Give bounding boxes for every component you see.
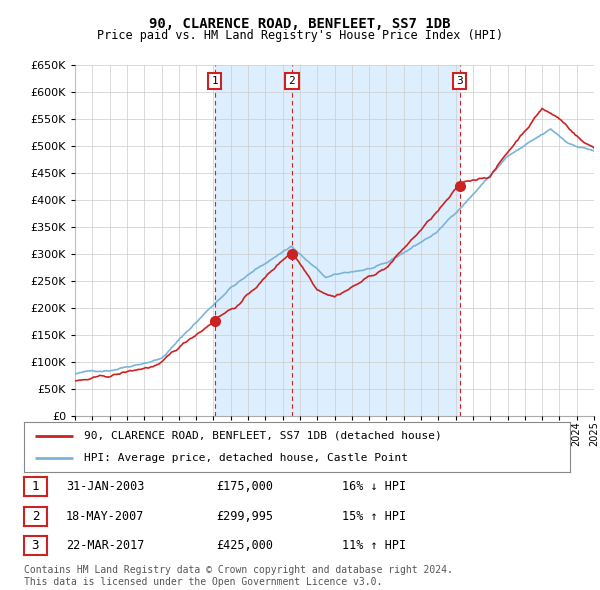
Text: 1: 1 [211, 76, 218, 86]
Text: 18-MAY-2007: 18-MAY-2007 [66, 510, 145, 523]
Text: HPI: Average price, detached house, Castle Point: HPI: Average price, detached house, Cast… [84, 453, 408, 463]
Text: Contains HM Land Registry data © Crown copyright and database right 2024.
This d: Contains HM Land Registry data © Crown c… [24, 565, 453, 587]
Text: £175,000: £175,000 [216, 480, 273, 493]
Text: 2: 2 [289, 76, 295, 86]
Bar [215, 65, 460, 416]
Text: 90, CLARENCE ROAD, BENFLEET, SS7 1DB (detached house): 90, CLARENCE ROAD, BENFLEET, SS7 1DB (de… [84, 431, 442, 441]
Text: 2: 2 [32, 510, 39, 523]
Text: 11% ↑ HPI: 11% ↑ HPI [342, 539, 406, 552]
Text: £299,995: £299,995 [216, 510, 273, 523]
Text: 3: 3 [32, 539, 39, 552]
Text: 16% ↓ HPI: 16% ↓ HPI [342, 480, 406, 493]
Text: 3: 3 [456, 76, 463, 86]
Text: 22-MAR-2017: 22-MAR-2017 [66, 539, 145, 552]
Text: 31-JAN-2003: 31-JAN-2003 [66, 480, 145, 493]
Text: 15% ↑ HPI: 15% ↑ HPI [342, 510, 406, 523]
Text: 1: 1 [32, 480, 39, 493]
Text: £425,000: £425,000 [216, 539, 273, 552]
Text: Price paid vs. HM Land Registry's House Price Index (HPI): Price paid vs. HM Land Registry's House … [97, 29, 503, 42]
Text: 90, CLARENCE ROAD, BENFLEET, SS7 1DB: 90, CLARENCE ROAD, BENFLEET, SS7 1DB [149, 17, 451, 31]
